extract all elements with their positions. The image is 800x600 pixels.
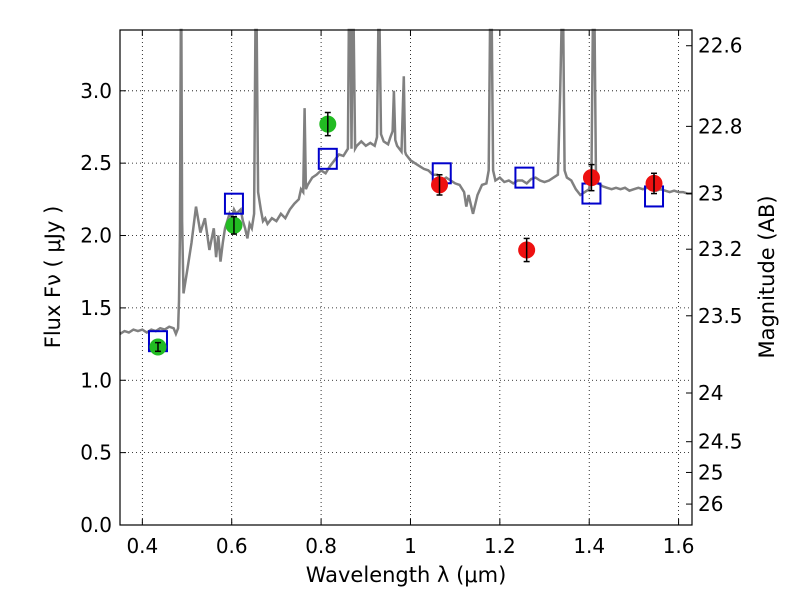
spectrum-layer — [119, 28, 692, 338]
y2-tick-label: 22.6 — [698, 34, 743, 58]
grid-lines — [120, 30, 692, 526]
model-square-marker — [514, 166, 535, 189]
x-tick-label: 1 — [404, 534, 417, 558]
y2-tick-label: 23 — [698, 181, 723, 205]
y2-tick-label: 25 — [698, 460, 723, 484]
y-axis-label: Flux Fν ( μJy ) — [41, 206, 65, 349]
y2-tick-label: 22.8 — [698, 114, 743, 138]
x-tick-label: 0.8 — [305, 534, 337, 558]
y2-tick-label: 23.5 — [698, 304, 743, 328]
data-markers — [147, 111, 665, 356]
spectrum-line — [119, 28, 692, 338]
y-tick-label: 0.5 — [80, 441, 112, 465]
y2-tick-label: 23.2 — [698, 237, 743, 261]
x-tick-label: 1.6 — [663, 534, 695, 558]
y2-axis-label: Magnitude (AB) — [755, 195, 779, 358]
x-tick-label: 1.4 — [573, 534, 605, 558]
x-axis-label: Wavelength λ (μm) — [306, 563, 507, 587]
x-tick-label: 0.4 — [126, 534, 158, 558]
plot-frame — [119, 29, 693, 526]
y2-tick-label: 26 — [698, 492, 723, 516]
y2-tick-label: 24.5 — [698, 430, 743, 454]
x-tick-label: 1.2 — [484, 534, 516, 558]
y-tick-label: 1.0 — [80, 368, 112, 392]
y-tick-label: 2.0 — [80, 224, 112, 248]
y-tick-label: 2.5 — [80, 151, 112, 175]
y-tick-label: 3.0 — [80, 79, 112, 103]
x-tick-label: 0.6 — [216, 534, 248, 558]
y-tick-label: 0.0 — [80, 513, 112, 537]
y2-tick-label: 24 — [698, 381, 723, 405]
y-tick-label: 1.5 — [80, 296, 112, 320]
model-square-marker — [317, 147, 338, 170]
axis-ticks: 0.4 0.6 0.8 1 1.2 1.4 1.6 0.0 0.5 1.0 1.5 2.0 2.5 3.0… — [80, 30, 743, 558]
model-square-marker — [223, 192, 244, 215]
